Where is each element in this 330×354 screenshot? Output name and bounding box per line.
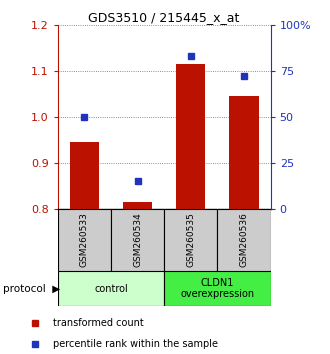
Title: GDS3510 / 215445_x_at: GDS3510 / 215445_x_at <box>88 11 240 24</box>
Text: CLDN1
overexpression: CLDN1 overexpression <box>180 278 254 299</box>
Text: control: control <box>94 284 128 293</box>
Bar <box>229 96 259 209</box>
Bar <box>111 209 164 271</box>
Bar <box>164 209 217 271</box>
Text: GSM260534: GSM260534 <box>133 212 142 267</box>
Text: protocol  ▶: protocol ▶ <box>3 284 60 293</box>
Bar <box>217 209 271 271</box>
Bar <box>123 202 152 209</box>
Text: GSM260536: GSM260536 <box>240 212 248 267</box>
Bar <box>58 271 164 306</box>
Text: percentile rank within the sample: percentile rank within the sample <box>52 339 217 349</box>
Text: GSM260535: GSM260535 <box>186 212 195 267</box>
Text: transformed count: transformed count <box>52 318 143 328</box>
Bar <box>70 142 99 209</box>
Bar <box>164 271 271 306</box>
Bar <box>58 209 111 271</box>
Bar <box>176 64 205 209</box>
Text: GSM260533: GSM260533 <box>80 212 89 267</box>
